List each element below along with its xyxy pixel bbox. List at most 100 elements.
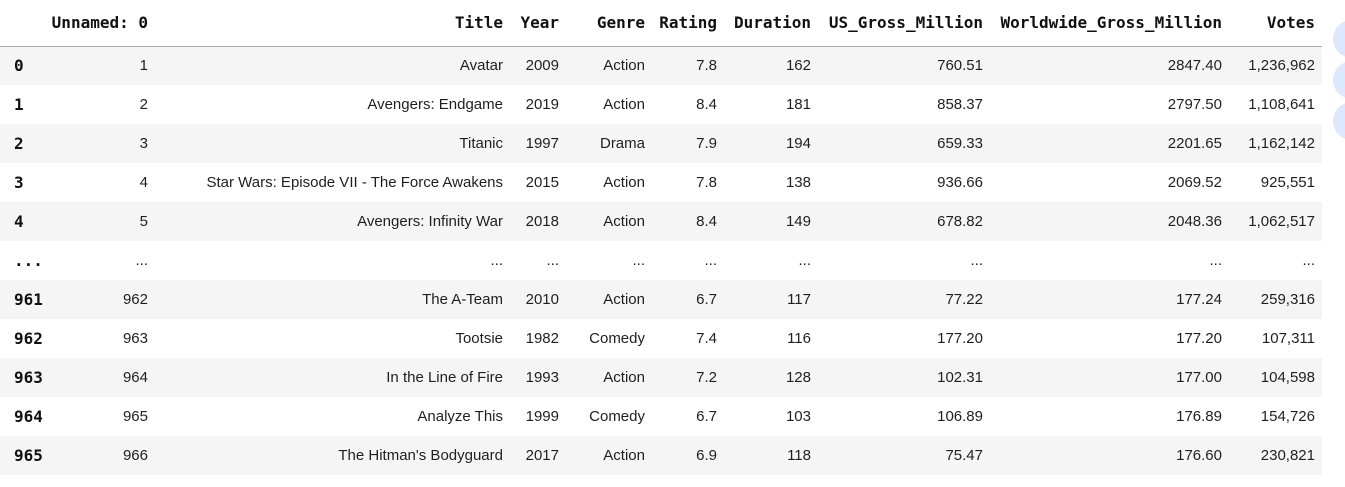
cell: 181 <box>785 96 811 113</box>
cell: Avengers: Endgame <box>367 96 503 113</box>
cell: 1,062,517 <box>1248 213 1315 230</box>
table-row: 965 966 The Hitman's Bodyguard 2017 Action 6.… <box>0 436 1322 475</box>
cell: Action <box>603 447 645 464</box>
cell: ... <box>970 252 983 269</box>
cell: 3 <box>139 135 148 152</box>
header-row: Unnamed: 0 Title Year Genre Rating Durat… <box>0 0 1322 47</box>
cell: The Hitman's Bodyguard <box>338 447 503 464</box>
cell: 1,108,641 <box>1248 96 1315 113</box>
cell: 177.24 <box>1176 291 1222 308</box>
cell: 2019 <box>525 96 559 113</box>
row-index: 1 <box>14 95 24 114</box>
row-index: 964 <box>14 407 43 426</box>
output-action-button-1[interactable] <box>1333 20 1345 58</box>
cell: 149 <box>785 213 811 230</box>
column-header-worldwide-gross-million: Worldwide_Gross_Million <box>983 0 1222 47</box>
cell: 1997 <box>525 135 559 152</box>
cell: 2201.65 <box>1167 135 1222 152</box>
column-header-rating: Rating <box>645 0 717 47</box>
column-header-title: Title <box>148 0 503 47</box>
cell: 659.33 <box>937 135 983 152</box>
cell: ... <box>135 252 148 269</box>
cell: 259,316 <box>1260 291 1315 308</box>
cell: 2 <box>139 96 148 113</box>
cell: 925,551 <box>1260 174 1315 191</box>
cell: 2009 <box>525 57 559 75</box>
column-header-us-gross-million: US_Gross_Million <box>811 0 983 47</box>
cell: Star Wars: Episode VII - The Force Awake… <box>206 174 503 191</box>
column-header-genre: Genre <box>559 0 645 47</box>
column-header-year: Year <box>503 0 559 47</box>
cell: 177.00 <box>1176 369 1222 386</box>
cell: 75.47 <box>945 447 983 464</box>
table-row: .............................. <box>0 241 1322 280</box>
cell: 2018 <box>525 213 559 230</box>
cell: 7.8 <box>696 57 717 75</box>
cell: Action <box>603 174 645 191</box>
cell: 858.37 <box>937 96 983 113</box>
cell: 106.89 <box>937 408 983 425</box>
output-action-button-2[interactable] <box>1333 61 1345 99</box>
cell: 4 <box>139 174 148 191</box>
cell: 964 <box>122 369 148 386</box>
cell: 177.20 <box>937 330 983 347</box>
cell: Drama <box>599 135 645 152</box>
cell: 1,162,142 <box>1248 135 1315 152</box>
cell: 6.7 <box>696 408 717 425</box>
table-row: 4 5 Avengers: Infinity War 2018 Action 8.4 149… <box>0 202 1322 241</box>
index-corner-header <box>0 0 50 47</box>
table-row: 1 2 Avengers: Endgame 2019 Action 8.4 181 858.3… <box>0 85 1322 124</box>
cell: 2847.40 <box>1167 57 1222 75</box>
table-row: 0 1 Avatar 2009 Action 7.8 162 760.51 2847.40 1,2… <box>0 46 1322 85</box>
cell: ... <box>490 252 503 269</box>
row-index: 965 <box>14 446 43 465</box>
cell: 2010 <box>525 291 559 308</box>
cell: 8.4 <box>696 213 717 230</box>
cell: 118 <box>787 447 811 464</box>
cell: 7.8 <box>696 174 717 191</box>
cell: ... <box>1209 252 1222 269</box>
cell: ... <box>632 252 645 269</box>
cell: Action <box>603 291 645 308</box>
cell: 162 <box>785 57 811 75</box>
table-row: 3 4 Star Wars: Episode VII - The Force Awa… <box>0 163 1322 202</box>
cell: 138 <box>785 174 811 191</box>
cell: ... <box>798 252 811 269</box>
cell: 1999 <box>525 408 559 425</box>
cell: Action <box>603 57 645 75</box>
cell: 107,311 <box>1261 330 1315 347</box>
cell: 7.4 <box>696 330 717 347</box>
row-index: 3 <box>14 173 24 192</box>
cell: 117 <box>787 291 811 308</box>
cell: 6.7 <box>696 291 717 308</box>
cell: 8.4 <box>696 96 717 113</box>
dataframe-output: Unnamed: 0 Title Year Genre Rating Durat… <box>0 0 1322 475</box>
cell: 966 <box>122 447 148 464</box>
column-header-duration: Duration <box>717 0 811 47</box>
cell: Titanic <box>459 135 503 152</box>
cell: 965 <box>122 408 148 425</box>
cell: Analyze This <box>417 408 503 425</box>
table-row: 961 962 The A-Team 2010 Action 6.7 117 77.22 177… <box>0 280 1322 319</box>
row-index: 4 <box>14 212 24 231</box>
cell: 936.66 <box>937 174 983 191</box>
cell: 6.9 <box>696 447 717 464</box>
cell: 1982 <box>525 330 559 347</box>
cell: 230,821 <box>1260 447 1315 464</box>
cell: 77.22 <box>945 291 983 308</box>
cell: 154,726 <box>1260 408 1315 425</box>
dataframe-table: Unnamed: 0 Title Year Genre Rating Durat… <box>0 0 1322 475</box>
table-row: 964 965 Analyze This 1999 Comedy 6.7 103 106.89… <box>0 397 1322 436</box>
cell: 194 <box>785 135 811 152</box>
row-index: 962 <box>14 329 43 348</box>
cell: 176.89 <box>1176 408 1222 425</box>
output-action-button-3[interactable] <box>1333 102 1345 140</box>
cell: 1993 <box>525 369 559 386</box>
cell: 2069.52 <box>1167 174 1222 191</box>
cell: 760.51 <box>937 57 983 75</box>
cell: 2048.36 <box>1167 213 1222 230</box>
row-index: 2 <box>14 134 24 153</box>
column-header-votes: Votes <box>1222 0 1322 47</box>
cell: 176.60 <box>1176 447 1222 464</box>
cell: 1,236,962 <box>1248 57 1315 75</box>
